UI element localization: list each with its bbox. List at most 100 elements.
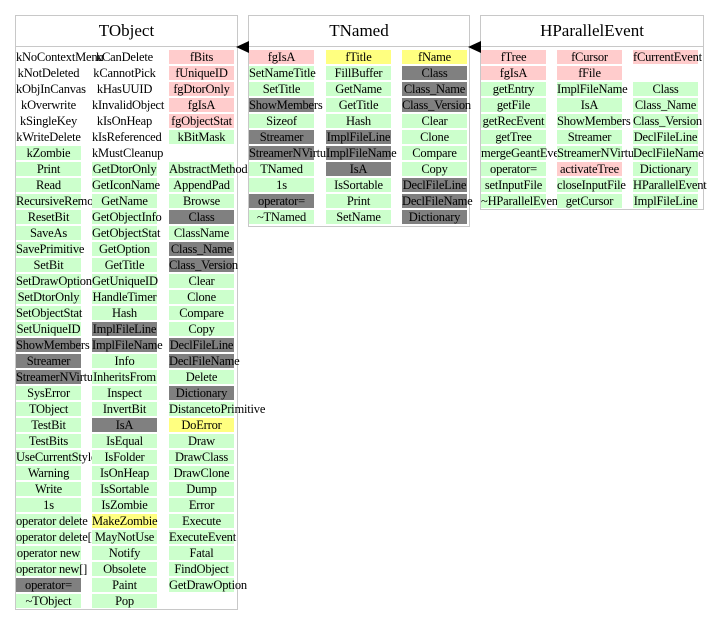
member-tobject-kisreferenced: kIsReferenced — [92, 130, 162, 144]
member-hparallelevent-isa: IsA — [557, 98, 622, 112]
member-tnamed-declfilename: DeclFileName — [402, 194, 473, 208]
member-hparallelevent-getentry: getEntry — [481, 82, 546, 96]
member-tnamed-compare: Compare — [402, 146, 467, 160]
member-hparallelevent-mergegeantevent: mergeGeantEvent — [481, 146, 569, 160]
member-tobject-saveas: SaveAs — [16, 226, 81, 240]
member-tobject-fgobjectstat: fgObjectStat — [169, 114, 234, 128]
member-tnamed-declfileline: DeclFileLine — [402, 178, 467, 192]
member-tnamed-tnamed: ~TNamed — [249, 210, 314, 224]
member-hparallelevent-showmembers: ShowMembers — [557, 114, 631, 128]
inheritance-arrow-hparallelevent-to-tnamed — [468, 41, 481, 53]
member-tobject-declfilename: DeclFileName — [169, 354, 240, 368]
member-tnamed-streamernvirtual: StreamerNVirtual — [249, 146, 335, 160]
member-tobject-fbits: fBits — [169, 50, 234, 64]
member-tobject-kmustcleanup: kMustCleanup — [92, 146, 164, 160]
member-tobject-browse: Browse — [169, 194, 234, 208]
member-tobject-abstractmethod: AbstractMethod — [169, 162, 248, 176]
member-tobject-classname: ClassName — [169, 226, 234, 240]
member-tobject-implfileline: ImplFileLine — [92, 322, 157, 336]
member-tnamed-sizeof: Sizeof — [249, 114, 314, 128]
member-hparallelevent-streamer: Streamer — [557, 130, 622, 144]
member-hparallelevent-fcurrentevent: fCurrentEvent — [633, 50, 702, 64]
member-tobject-syserror: SysError — [16, 386, 81, 400]
member-tobject-setobjectstat: SetObjectStat — [16, 306, 83, 320]
member-tobject-issortable: IsSortable — [92, 482, 157, 496]
member-tobject-inspect: Inspect — [92, 386, 157, 400]
member-tobject-getobjectstat: GetObjectStat — [92, 226, 161, 240]
member-hparallelevent-activatetree: activateTree — [557, 162, 622, 176]
member-tobject-knotdeleted: kNotDeleted — [17, 66, 80, 80]
member-tobject-inheritsfrom: InheritsFrom — [92, 370, 157, 384]
member-hparallelevent-streamernvirtual: StreamerNVirtual — [557, 146, 643, 160]
member-tnamed-issortable: IsSortable — [326, 178, 391, 192]
member-tobject-isonheap: IsOnHeap — [92, 466, 157, 480]
member-hparallelevent-declfilename: DeclFileName — [633, 146, 704, 160]
member-tobject-drawclone: DrawClone — [169, 466, 234, 480]
member-tnamed-1s: 1s — [249, 178, 314, 192]
member-hparallelevent-dictionary: Dictionary — [633, 162, 698, 176]
member-hparallelevent-getcursor: getCursor — [557, 194, 622, 208]
member-tnamed-implfilename: ImplFileName — [326, 146, 397, 160]
member-tobject-koverwrite: kOverwrite — [21, 98, 76, 112]
member-tobject-resetbit: ResetBit — [16, 210, 81, 224]
member-tobject-knocontextmenu: kNoContextMenu — [16, 50, 104, 64]
member-tobject-setdtoronly: SetDtorOnly — [16, 290, 81, 304]
member-tobject-compare: Compare — [169, 306, 234, 320]
member-tobject-kcannotpick: kCannotPick — [93, 66, 156, 80]
member-tobject-tobject: ~TObject — [16, 594, 81, 608]
member-tnamed-settitle: SetTitle — [249, 82, 314, 96]
member-tnamed-hash: Hash — [326, 114, 391, 128]
member-tnamed-class-name: Class_Name — [402, 82, 467, 96]
member-hparallelevent-ffile: fFile — [557, 66, 622, 80]
member-tobject-doerror: DoError — [169, 418, 234, 432]
member-tobject-kobjincanvas: kObjInCanvas — [16, 82, 86, 96]
member-tobject-clone: Clone — [169, 290, 234, 304]
member-tobject-pop: Pop — [92, 594, 157, 608]
member-tobject-showmembers: ShowMembers — [16, 338, 90, 352]
member-tobject-setdrawoption: SetDrawOption — [16, 274, 92, 288]
member-tobject-kisonheap: kIsOnHeap — [96, 114, 153, 128]
member-hparallelevent-getfile: getFile — [481, 98, 546, 112]
member-tnamed-streamer: Streamer — [249, 130, 314, 144]
member-tobject-class-name: Class_Name — [169, 242, 234, 256]
member-tnamed-getname: GetName — [326, 82, 391, 96]
member-hparallelevent-closeinputfile: closeInputFile — [557, 178, 626, 192]
member-hparallelevent-hparallelevent: ~HParallelEvent — [481, 194, 562, 208]
member-tobject-execute: Execute — [169, 514, 234, 528]
member-tobject-1s: 1s — [16, 498, 81, 512]
member-tobject-recursiveremove: RecursiveRemove — [16, 194, 105, 208]
member-tobject-operator-delete: operator delete[] — [16, 530, 96, 544]
member-tobject-testbits: TestBits — [16, 434, 81, 448]
member-tobject-clear: Clear — [169, 274, 234, 288]
member-tobject-class: Class — [169, 210, 234, 224]
member-tobject-error: Error — [169, 498, 234, 512]
member-tobject-streamernvirtual: StreamerNVirtual — [16, 370, 102, 384]
member-tobject-kwritedelete: kWriteDelete — [16, 130, 81, 144]
member-tnamed-print: Print — [326, 194, 391, 208]
member-tnamed-fname: fName — [402, 50, 467, 64]
member-tobject-setuniqueid: SetUniqueID — [16, 322, 81, 336]
member-tobject-usecurrentstyle: UseCurrentStyle — [16, 450, 97, 464]
member-tobject-paint: Paint — [92, 578, 157, 592]
member-tobject-getdrawoption: GetDrawOption — [169, 578, 247, 592]
member-hparallelevent-class-name: Class_Name — [633, 98, 698, 112]
member-tobject-drawclass: DrawClass — [169, 450, 234, 464]
member-tnamed-showmembers: ShowMembers — [249, 98, 323, 112]
member-tobject-khasuuid: kHasUUID — [96, 82, 153, 96]
member-tobject-getname: GetName — [92, 194, 157, 208]
member-tobject-saveprimitive: SavePrimitive — [16, 242, 85, 256]
member-hparallelevent-operator: operator= — [481, 162, 546, 176]
member-hparallelevent-class: Class — [633, 82, 698, 96]
member-tnamed-clone: Clone — [402, 130, 467, 144]
member-tnamed-gettitle: GetTitle — [326, 98, 391, 112]
member-tobject-draw: Draw — [169, 434, 234, 448]
member-tobject-operator-new: operator new[] — [16, 562, 88, 576]
member-tobject-geticonname: GetIconName — [92, 178, 160, 192]
member-tobject-hash: Hash — [92, 306, 157, 320]
member-tobject-fgdtoronly: fgDtorOnly — [169, 82, 234, 96]
member-tobject-implfilename: ImplFileName — [92, 338, 163, 352]
member-tnamed-setnametitle: SetNameTitle — [249, 66, 316, 80]
member-hparallelevent-declfileline: DeclFileLine — [633, 130, 698, 144]
class-title-tnamed: TNamed — [249, 16, 469, 47]
member-tobject-warning: Warning — [16, 466, 81, 480]
